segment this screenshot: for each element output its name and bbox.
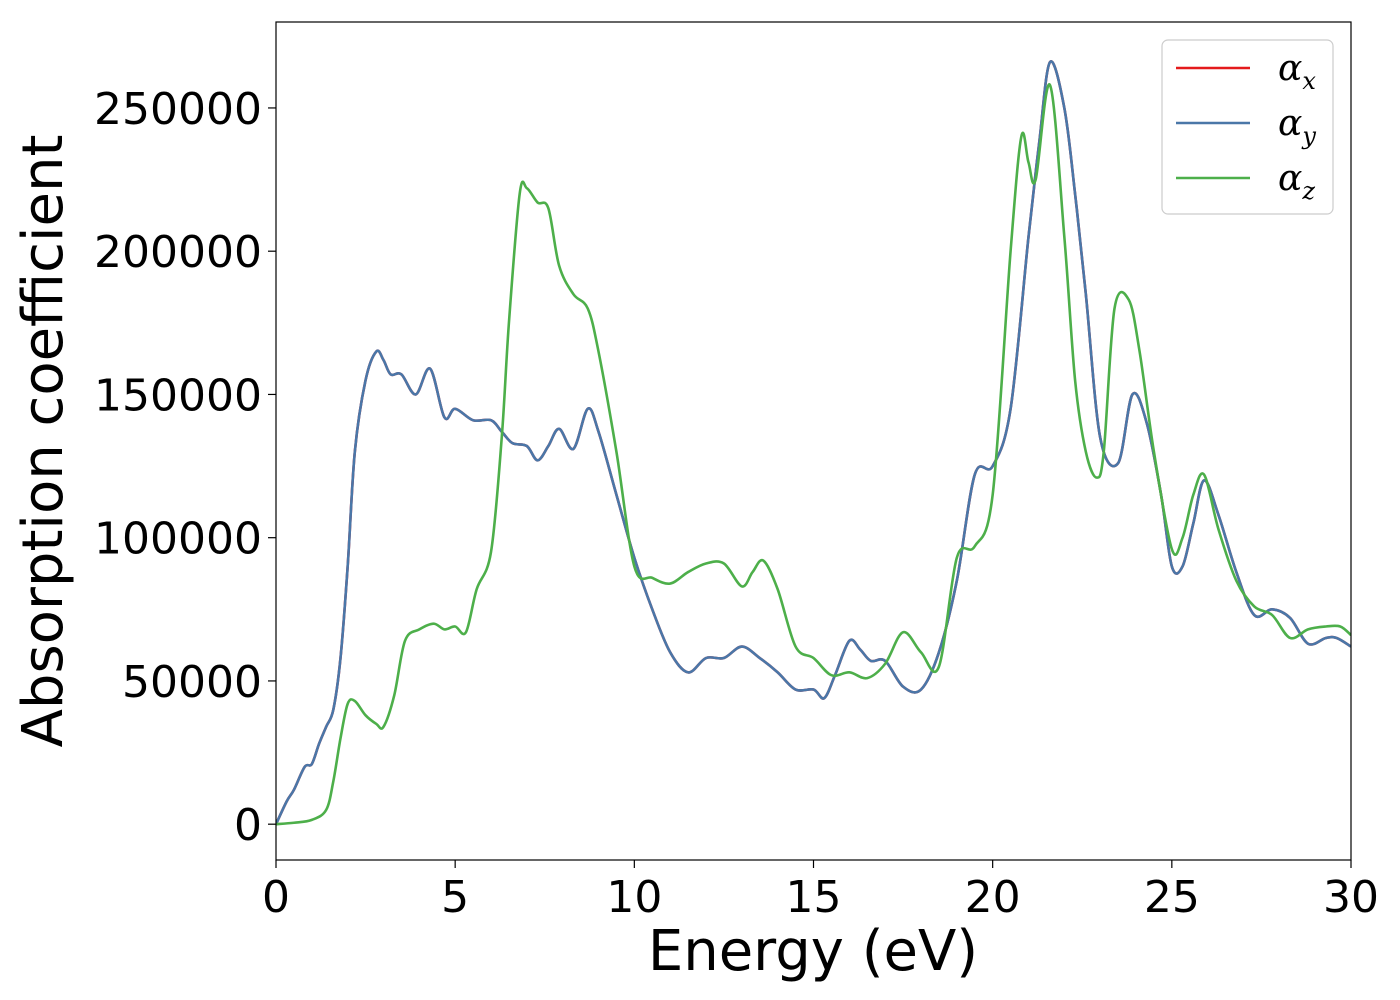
- legend-label-x: αx: [1278, 48, 1316, 95]
- series-layer: [276, 60, 1351, 826]
- legend-label-z: αz: [1278, 158, 1315, 205]
- y-tick-label: 200000: [94, 227, 262, 278]
- x-axis: 0 5 10 15 20 25 30: [262, 860, 1379, 923]
- x-tick-label: 30: [1323, 872, 1379, 923]
- series-line-z: [276, 83, 1351, 826]
- x-axis-label: Energy (eV): [648, 919, 978, 984]
- y-tick-label: 50000: [122, 657, 262, 708]
- y-axis: 0 50000 100000 150000 200000 250000: [94, 84, 276, 851]
- x-tick-label: 0: [262, 872, 290, 923]
- x-tick-label: 10: [606, 872, 662, 923]
- x-tick-label: 20: [965, 872, 1021, 923]
- y-tick-label: 100000: [94, 514, 262, 565]
- legend-frame: [1161, 39, 1334, 215]
- x-tick-label: 25: [1144, 872, 1200, 923]
- legend-label-y: αy: [1278, 103, 1316, 150]
- y-axis-label: Absorption coefficient: [11, 135, 76, 748]
- y-tick-label: 150000: [94, 370, 262, 421]
- y-tick-label: 0: [234, 800, 262, 851]
- legend: αx αy αz: [1161, 39, 1334, 215]
- x-tick-label: 15: [786, 872, 842, 923]
- y-tick-label: 250000: [94, 84, 262, 135]
- x-tick-label: 5: [441, 872, 469, 923]
